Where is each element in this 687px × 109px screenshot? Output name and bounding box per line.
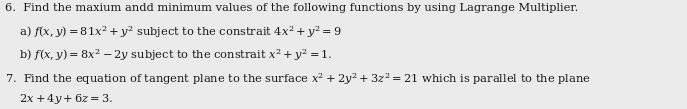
Text: 7.  Find the equation of tangent plane to the surface $x^2 + 2y^2 + 3z^2 = 21$ w: 7. Find the equation of tangent plane to… xyxy=(5,71,592,87)
Text: b) $f(x, y) = 8x^2 - 2y$ subject to the constrait $x^2 + y^2 = 1.$: b) $f(x, y) = 8x^2 - 2y$ subject to the … xyxy=(5,47,333,63)
Text: a) $f(x, y) = 81x^2 + y^2$ subject to the constrait $4x^2 + y^2 = 9$: a) $f(x, y) = 81x^2 + y^2$ subject to th… xyxy=(5,25,342,40)
Text: $2x + 4y + 6z = 3.$: $2x + 4y + 6z = 3.$ xyxy=(5,92,114,106)
Text: 6.  Find the maxium andd minimum values of the following functions by using Lagr: 6. Find the maxium andd minimum values o… xyxy=(5,3,579,13)
